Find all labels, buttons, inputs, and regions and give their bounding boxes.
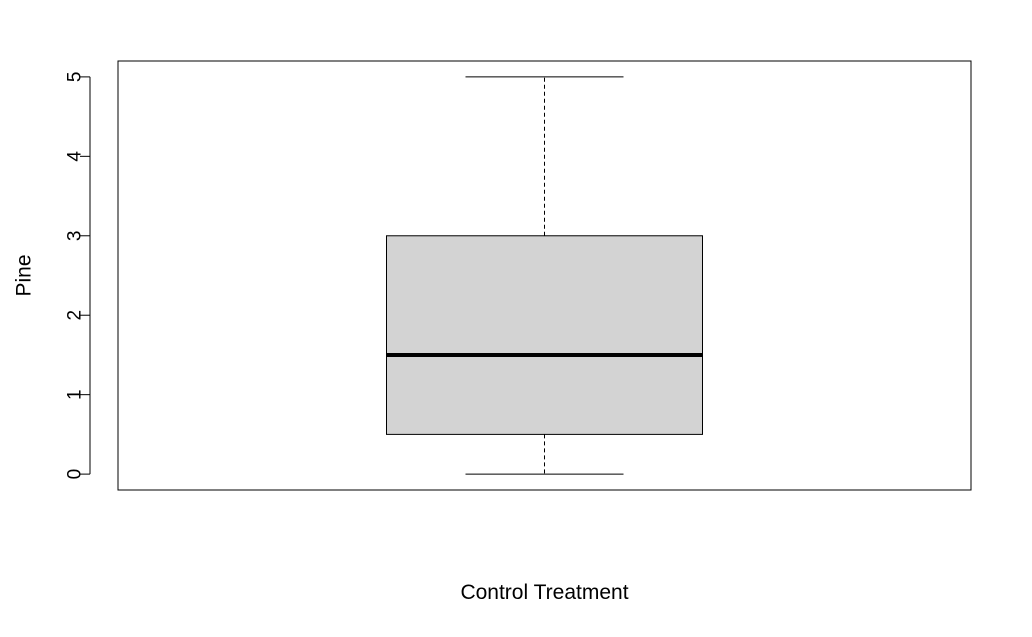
box-group: [386, 76, 703, 475]
y-axis: 0 1 2 3 4 5: [65, 72, 91, 480]
y-axis-label: Pine: [13, 254, 36, 296]
iqr-box: [386, 235, 703, 435]
plot-frame: [117, 60, 972, 491]
y-tick-label: 5: [65, 72, 86, 83]
y-tick-label: 4: [65, 151, 86, 162]
y-tick-label: 3: [65, 230, 86, 241]
y-tick-label: 1: [65, 389, 86, 400]
y-tick-label: 2: [65, 310, 86, 321]
y-tick-label: 0: [65, 469, 86, 480]
x-axis-label: Control Treatment: [460, 581, 628, 604]
